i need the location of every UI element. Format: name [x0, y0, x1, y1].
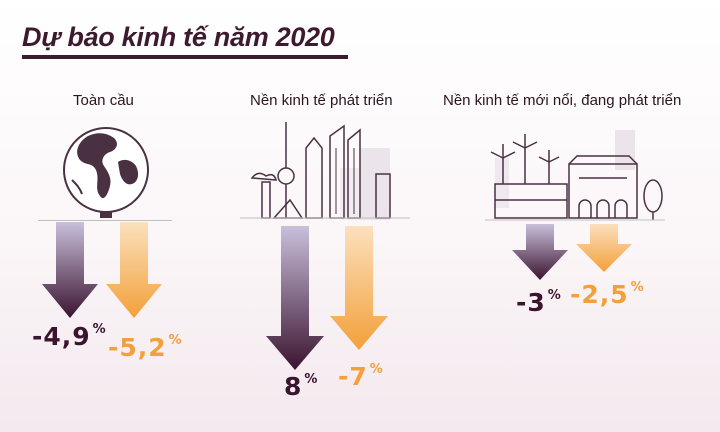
value-developed-orange: -7%: [338, 362, 384, 391]
label-emerging: Nền kinh tế mới nổi, đang phát triển: [443, 92, 682, 109]
down-arrow-icon-global-orange: [106, 222, 162, 318]
down-arrow-icon-emerging-orange: [576, 224, 632, 272]
ground-line-global: [38, 220, 172, 221]
value-developed-purple: 8%: [284, 372, 319, 401]
factory-town-icon: [485, 130, 665, 221]
globe-icon: [63, 127, 149, 218]
label-global: Toàn cầu: [73, 92, 134, 109]
value-emerging-purple: -3%: [516, 288, 562, 317]
title-underline: [22, 55, 348, 59]
down-arrow-icon-developed-purple: [266, 226, 324, 370]
city-skyline-icon: [240, 122, 410, 220]
down-arrow-icon-emerging-purple: [512, 224, 568, 280]
value-global-purple: -4,9%: [32, 322, 107, 351]
page-title: Dự báo kinh tế năm 2020: [22, 22, 335, 52]
value-emerging-orange: -2,5%: [570, 280, 645, 309]
down-arrow-icon-developed-orange: [330, 226, 388, 350]
value-global-orange: -5,2%: [108, 333, 183, 362]
down-arrow-icon-global-purple: [42, 222, 98, 318]
label-developed: Nền kinh tế phát triển: [250, 92, 393, 109]
